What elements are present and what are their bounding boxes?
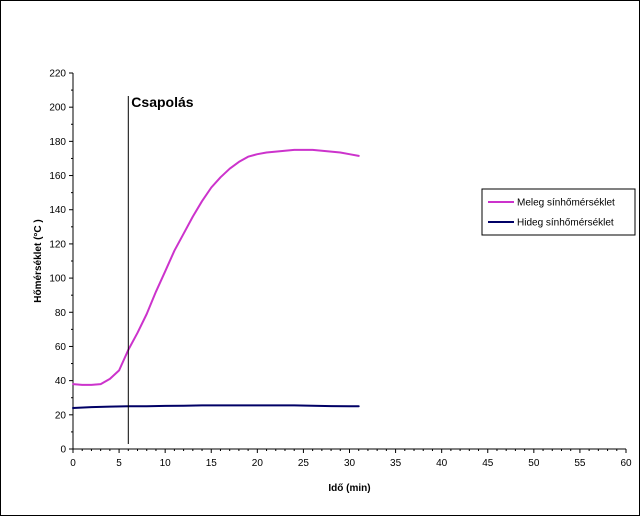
series-layer xyxy=(72,148,360,409)
y-tick-label: 100 xyxy=(49,274,66,285)
legend-label-meleg: Meleg sínhőmérséklet xyxy=(517,198,615,209)
x-tick-label: 55 xyxy=(574,458,586,469)
legend-label-hideg: Hideg sínhőmérséklet xyxy=(517,218,614,229)
y-tick-label: 40 xyxy=(55,376,67,387)
x-tick-label: 40 xyxy=(436,458,448,469)
x-tick-label: 30 xyxy=(344,458,356,469)
series-line-meleg xyxy=(72,148,360,386)
y-axis-title: Hőmérséklet (°C ) xyxy=(33,219,44,302)
y-tick-label: 220 xyxy=(49,69,66,80)
series-line-hideg xyxy=(72,404,360,409)
y-tick-label: 140 xyxy=(49,205,66,216)
y-tick-label: 160 xyxy=(49,171,66,182)
legend: Meleg sínhőmérséklet Hideg sínhőmérsékle… xyxy=(481,188,636,236)
y-axis-ticks: 0 20 40 60 80 100 120 140 160 180 200 220 xyxy=(49,69,73,456)
y-tick-label: 80 xyxy=(55,308,67,319)
csapolas-annotation: Csapolás xyxy=(131,94,193,110)
y-tick-label: 60 xyxy=(55,342,67,353)
x-tick-label: 20 xyxy=(252,458,264,469)
x-tick-label: 5 xyxy=(116,458,122,469)
y-tick-label: 120 xyxy=(49,239,66,250)
x-tick-label: 50 xyxy=(528,458,540,469)
x-axis-title: Idő (min) xyxy=(328,483,370,494)
x-tick-label: 25 xyxy=(298,458,310,469)
y-tick-label: 0 xyxy=(60,445,66,456)
legend-box xyxy=(481,188,636,236)
x-tick-label: 60 xyxy=(620,458,632,469)
x-tick-label: 15 xyxy=(206,458,218,469)
x-tick-label: 45 xyxy=(482,458,494,469)
y-tick-label: 200 xyxy=(49,103,66,114)
x-axis-ticks: 0 5 10 15 20 25 30 35 40 45 50 55 60 xyxy=(70,449,632,469)
x-tick-label: 35 xyxy=(390,458,402,469)
x-tick-label: 10 xyxy=(160,458,172,469)
x-tick-label: 0 xyxy=(70,458,76,469)
y-tick-label: 20 xyxy=(55,410,67,421)
y-tick-label: 180 xyxy=(49,137,66,148)
